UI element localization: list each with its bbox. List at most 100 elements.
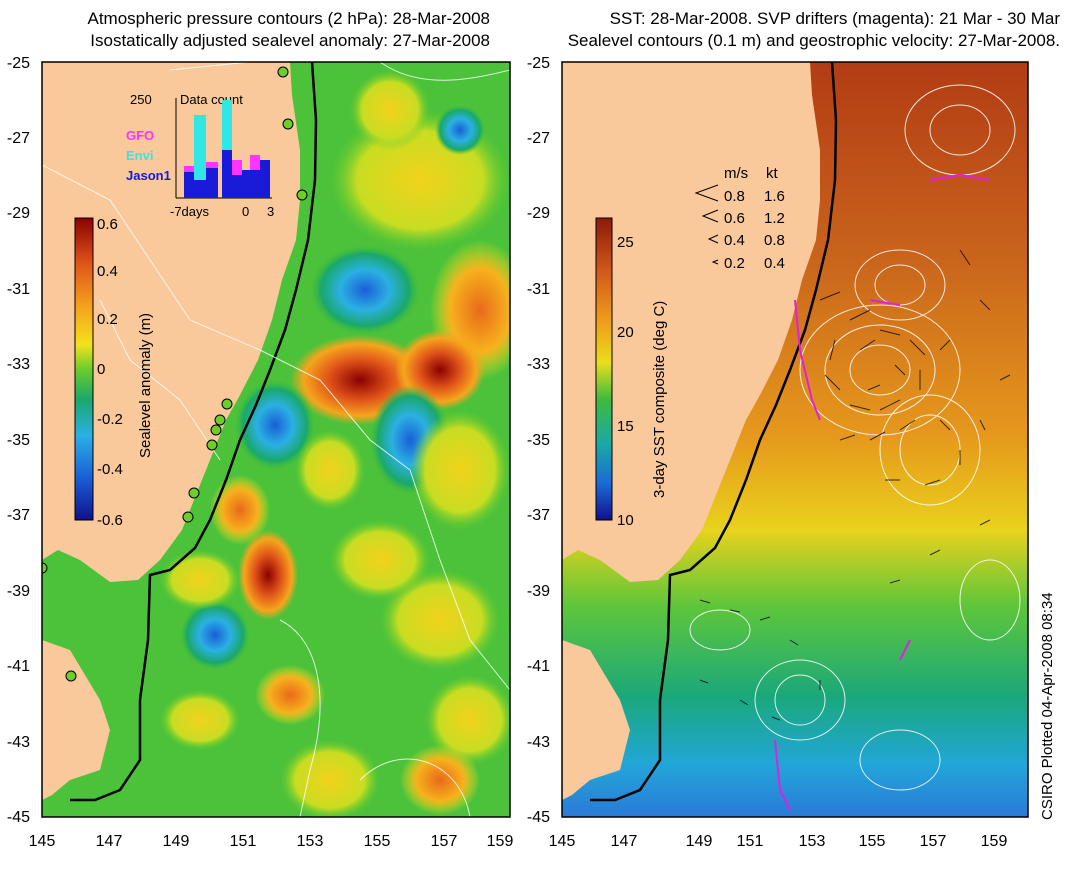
right-y-tick: -27 bbox=[527, 130, 550, 147]
right-title-line2: Sealevel contours (0.1 m) and geostrophi… bbox=[567, 31, 1060, 50]
left-title-line1: Atmospheric pressure contours (2 hPa): 2… bbox=[87, 9, 490, 28]
left-map-frame bbox=[41, 61, 511, 818]
right-x-tick: 155 bbox=[859, 833, 886, 850]
left-map-panel: -25 -27 -29 -31 -33 -35 -37 -39 -41 -43 … bbox=[7, 55, 514, 850]
inset-max-label: 250 bbox=[130, 92, 152, 107]
right-x-axis: 145 147 149 151 153 155 157 159 bbox=[549, 833, 1008, 850]
sealevel-anomaly-field bbox=[160, 70, 510, 817]
right-y-tick: -25 bbox=[527, 55, 550, 72]
right-y-tick: -31 bbox=[527, 281, 550, 298]
velocity-legend-kt: 0.8 bbox=[764, 232, 785, 249]
left-x-axis: 145 147 149 151 153 155 157 159 bbox=[29, 833, 514, 850]
left-x-tick: 159 bbox=[487, 833, 514, 850]
right-y-tick: -35 bbox=[527, 432, 550, 449]
left-y-tick: -33 bbox=[7, 356, 30, 373]
sealevel-colorbar bbox=[74, 217, 94, 521]
land-tasmania bbox=[562, 640, 630, 800]
left-y-tick: -35 bbox=[7, 432, 30, 449]
right-y-tick: -33 bbox=[527, 356, 550, 373]
velocity-legend: m/s kt 0.8 1.6 0.6 1.2 0.4 0.8 0.2 0.4 bbox=[694, 165, 785, 272]
left-y-tick: -45 bbox=[7, 809, 30, 826]
sealevel-colorbar-label: Sealevel anomaly (m) bbox=[137, 313, 154, 458]
sst-colorbar-ticks: 25 20 15 10 bbox=[617, 234, 634, 529]
data-count-inset: 250 Data count GFO Envi Jason1 -7days 0 … bbox=[126, 92, 274, 219]
right-y-tick: -39 bbox=[527, 583, 550, 600]
velocity-arrow-0.8 bbox=[694, 184, 719, 202]
right-x-tick: 157 bbox=[920, 833, 947, 850]
left-y-tick: -27 bbox=[7, 130, 30, 147]
geostrophic-velocity-arrows bbox=[699, 249, 1011, 721]
colorbar-tick: -0.2 bbox=[97, 411, 123, 428]
left-y-tick: -25 bbox=[7, 55, 30, 72]
shelf-contour bbox=[590, 62, 838, 802]
land-mainland bbox=[562, 62, 820, 582]
inset-x-label: 0 bbox=[242, 204, 249, 219]
colorbar-tick: -0.6 bbox=[97, 512, 123, 529]
left-y-tick: -31 bbox=[7, 281, 30, 298]
inset-x-label: 3 bbox=[267, 204, 274, 219]
land-tasmania bbox=[42, 640, 110, 800]
colorbar-tick: 0.6 bbox=[97, 216, 118, 233]
right-y-tick: -29 bbox=[527, 205, 550, 222]
velocity-legend-kt: 0.4 bbox=[764, 255, 785, 272]
colorbar-tick: 25 bbox=[617, 234, 634, 251]
velocity-legend-ms: 0.2 bbox=[724, 255, 745, 272]
left-y-axis: -25 -27 -29 -31 -33 -35 -37 -39 -41 -43 … bbox=[7, 55, 30, 826]
left-y-tick: -37 bbox=[7, 507, 30, 524]
colorbar-tick: 0 bbox=[97, 361, 105, 378]
right-y-axis: -25 -27 -29 -31 -33 -35 -37 -39 -41 -43 … bbox=[527, 55, 550, 826]
right-x-tick: 147 bbox=[611, 833, 638, 850]
svp-drifter-tracks bbox=[774, 173, 991, 811]
sealevel-contours bbox=[689, 84, 1021, 791]
tide-gauge-markers bbox=[42, 66, 308, 682]
velocity-legend-kt: 1.2 bbox=[764, 210, 785, 227]
velocity-legend-ms: 0.4 bbox=[724, 232, 745, 249]
right-x-tick: 149 bbox=[686, 833, 713, 850]
colorbar-tick: 10 bbox=[617, 512, 634, 529]
right-map-frame bbox=[561, 61, 1029, 818]
right-y-tick: -37 bbox=[527, 507, 550, 524]
velocity-arrow-0.4 bbox=[707, 234, 719, 244]
left-y-tick: -41 bbox=[7, 658, 30, 675]
sealevel-colorbar-ticks: 0.6 0.4 0.2 0 -0.2 -0.4 -0.6 bbox=[97, 216, 123, 529]
inset-legend-envi: Envi bbox=[126, 148, 153, 163]
colorbar-tick: 20 bbox=[617, 324, 634, 341]
inset-legend-gfo: GFO bbox=[126, 128, 154, 143]
velocity-legend-header-ms: m/s bbox=[724, 165, 748, 182]
inset-legend-jason1: Jason1 bbox=[126, 168, 171, 183]
velocity-legend-ms: 0.8 bbox=[724, 188, 745, 205]
left-title-line2: Isostatically adjusted sealevel anomaly:… bbox=[90, 31, 490, 50]
right-map-panel: -25 -27 -29 -31 -33 -35 -37 -39 -41 -43 … bbox=[527, 55, 1056, 850]
left-x-tick: 153 bbox=[297, 833, 324, 850]
right-x-tick: 145 bbox=[549, 833, 576, 850]
left-x-tick: 155 bbox=[364, 833, 391, 850]
inset-x-label: -7days bbox=[170, 204, 210, 219]
right-x-tick: 153 bbox=[799, 833, 826, 850]
colorbar-tick: 0.2 bbox=[97, 311, 118, 328]
right-y-tick: -41 bbox=[527, 658, 550, 675]
colorbar-tick: 15 bbox=[617, 418, 634, 435]
right-x-tick: 151 bbox=[737, 833, 764, 850]
left-x-tick: 157 bbox=[431, 833, 458, 850]
velocity-legend-header-kt: kt bbox=[766, 165, 779, 182]
right-title-line1: SST: 28-Mar-2008. SVP drifters (magenta)… bbox=[609, 9, 1060, 28]
colorbar-tick: 0.4 bbox=[97, 263, 118, 280]
left-x-tick: 145 bbox=[29, 833, 56, 850]
velocity-arrow-0.6 bbox=[701, 209, 719, 223]
right-y-tick: -43 bbox=[527, 734, 550, 751]
left-x-tick: 149 bbox=[163, 833, 190, 850]
sst-colorbar bbox=[595, 217, 613, 521]
shelf-contour bbox=[70, 62, 318, 802]
isobar-contour bbox=[42, 62, 510, 817]
credit-text: CSIRO Plotted 04-Apr-2008 08:34 bbox=[1039, 592, 1056, 820]
sst-colorbar-label: 3-day SST composite (deg C) bbox=[651, 301, 668, 498]
inset-bars bbox=[184, 100, 270, 198]
velocity-legend-kt: 1.6 bbox=[764, 188, 785, 205]
left-x-tick: 151 bbox=[230, 833, 257, 850]
velocity-legend-ms: 0.6 bbox=[724, 210, 745, 227]
inset-title: Data count bbox=[180, 92, 243, 107]
velocity-arrow-0.2 bbox=[711, 259, 719, 265]
right-y-tick: -45 bbox=[527, 809, 550, 826]
left-y-tick: -39 bbox=[7, 583, 30, 600]
left-y-tick: -29 bbox=[7, 205, 30, 222]
